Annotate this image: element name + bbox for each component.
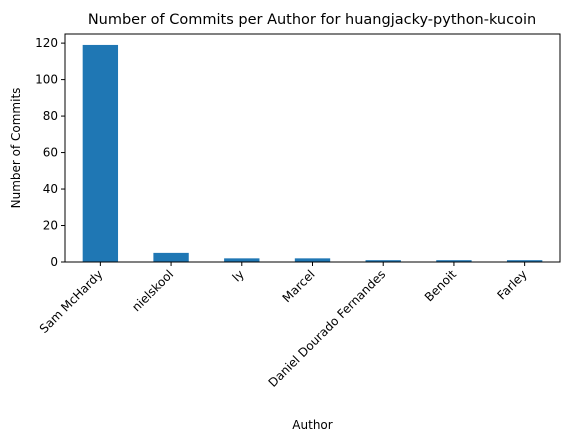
bar-5 (436, 260, 472, 262)
y-tick-label: 80 (43, 109, 58, 123)
x-tick-label: Marcel (280, 267, 318, 305)
bar-0 (82, 44, 119, 262)
x-tick-label: Farley (494, 267, 529, 302)
x-tick-label: Daniel Dourado Fernandes (266, 267, 389, 390)
x-tick-label: Sam McHardy (37, 267, 106, 336)
bar-4 (365, 260, 401, 262)
y-tick-label: 20 (43, 219, 58, 233)
bar-6 (506, 260, 543, 262)
y-tick-label: 40 (43, 182, 58, 196)
x-tick-label: Benoit (422, 267, 459, 304)
bars-group (82, 44, 543, 262)
chart-title: Number of Commits per Author for huangja… (88, 12, 536, 28)
bar-2 (224, 258, 260, 262)
x-tick-label: ly (230, 267, 247, 284)
y-axis: 0 20 40 60 80 100 120 (35, 36, 65, 269)
y-tick-label: 100 (35, 73, 58, 87)
y-tick-label: 120 (35, 36, 58, 50)
plot-frame (64, 33, 561, 263)
y-tick-label: 0 (50, 255, 58, 269)
x-axis-title: Author (292, 418, 332, 432)
y-tick-label: 60 (43, 146, 58, 160)
bar-3 (294, 258, 331, 262)
y-axis-title: Number of Commits (9, 88, 23, 209)
bar-1 (153, 252, 189, 262)
x-tick-label: nielskool (129, 267, 176, 314)
